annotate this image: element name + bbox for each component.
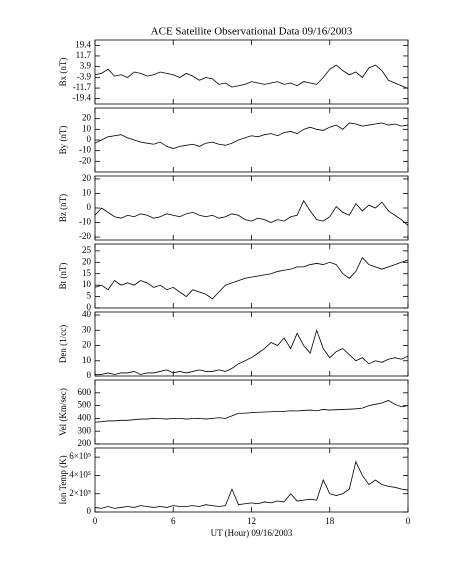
y-tick-label: 10 [82,123,92,133]
y-tick-label: 4×10⁵ [69,469,91,479]
y-tick-label: 400 [78,412,92,422]
y-tick-label: 0 [87,370,92,380]
y-tick-label: 10 [82,279,92,289]
x-tick-label: 6 [171,516,176,526]
y-tick-label: 600 [78,387,92,397]
data-line [94,64,409,89]
y-tick-label: 300 [78,425,92,435]
y-tick-label: 30 [82,324,92,334]
y-tick-label: -10 [79,145,91,155]
y-tick-label: 0 [87,202,92,212]
x-tick-label: 18 [325,516,335,526]
y-tick-label: 0 [87,302,92,312]
y-tick-label: -11.7 [73,82,92,92]
y-tick-label: 10 [82,188,92,198]
data-line [94,460,409,509]
data-line [94,122,409,149]
chart-title: ACE Satellite Observational Data 09/16/2… [151,26,353,38]
y-axis-label: Ion Temp (K) [58,455,68,504]
data-line [94,199,409,226]
y-tick-label: 200 [78,438,92,448]
data-line [95,328,409,375]
y-tick-label: 3.9 [80,61,92,71]
y-tick-label: -20 [79,231,91,241]
y-tick-label: 500 [78,400,92,410]
y-tick-label: 2×10⁵ [69,488,91,498]
y-tick-label: 20 [82,340,92,350]
y-axis-label: Bz (nT) [58,194,68,222]
x-tick-label: 0 [93,516,98,526]
y-tick-label: 15 [82,268,92,278]
data-line [94,257,409,300]
y-tick-label: 20 [82,113,92,123]
y-tick-label: -19.4 [72,93,91,103]
y-axis-label: Den (1/cc) [58,325,68,363]
y-axis-label: Bt (nT) [58,263,68,290]
y-tick-label: 20 [82,256,92,266]
y-tick-label: 5 [87,291,92,301]
y-tick-label: 0 [87,506,92,516]
y-axis-label: By (nT) [58,126,68,155]
y-tick-label: 0 [87,134,92,144]
y-axis-label: Bx (nT) [58,58,68,87]
y-tick-label: 40 [82,309,92,319]
y-tick-label: 6×10⁵ [69,451,91,461]
data-line [94,400,409,423]
x-tick-label: 12 [247,516,256,526]
y-tick-label: 19.4 [75,39,91,49]
y-tick-label: 25 [82,245,92,255]
y-tick-label: 10 [82,355,92,365]
y-tick-label: 11.7 [76,50,92,60]
x-tick-label: 0 [406,516,411,526]
x-axis-label: UT (Hour) 09/16/2003 [211,528,293,538]
y-tick-label: -10 [79,217,91,227]
y-tick-label: -3.9 [77,71,92,81]
y-tick-label: -20 [79,155,91,165]
y-axis-label: Vel (Km/sec) [58,388,68,436]
y-tick-label: 20 [82,173,92,183]
